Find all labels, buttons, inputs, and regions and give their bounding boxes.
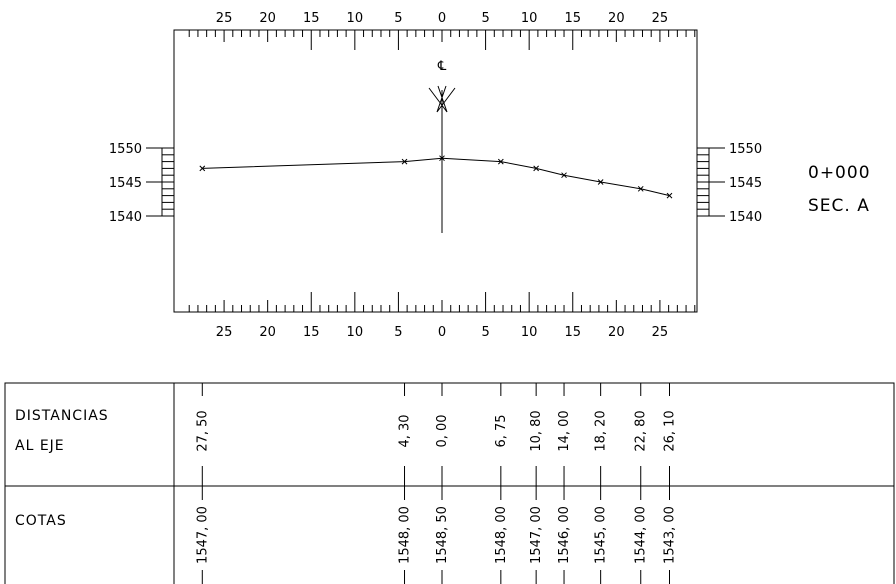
- elevation-tick-labels: 1550 1550 1545 1545 1540 1540: [109, 142, 762, 225]
- profile-point-stroke: [666, 192, 673, 199]
- elevation-value: 1545, 00: [594, 506, 609, 564]
- bottom-distance-tick-label: 10: [521, 325, 538, 340]
- table-column: 26, 10 1543, 00: [663, 383, 678, 584]
- bottom-distance-tick-label: 0: [438, 325, 446, 340]
- elevation-value: 1548, 00: [494, 506, 509, 564]
- distance-rulers: [188, 30, 696, 312]
- top-distance-tick-label: 25: [652, 11, 669, 26]
- centerline-marker: [428, 85, 456, 113]
- elevation-value: 1548, 00: [398, 506, 413, 564]
- bottom-distance-tick-label: 15: [303, 325, 320, 340]
- elevation-value: 1546, 00: [557, 506, 572, 564]
- top-distance-tick-label: 10: [347, 11, 364, 26]
- elevations-row-label: COTAS: [15, 513, 67, 529]
- profile-point-stroke: [533, 165, 539, 172]
- profile-point: [439, 155, 445, 162]
- profile-point: [497, 158, 504, 165]
- distance-value: 6, 75: [494, 414, 509, 447]
- top-distance-tick-label: 20: [259, 11, 276, 26]
- top-distance-tick-label: 15: [303, 11, 320, 26]
- profile-point: [666, 192, 673, 199]
- distance-value: 4, 30: [398, 414, 413, 447]
- elevation-value: 1543, 00: [663, 506, 678, 564]
- right-elevation-tick-label: 1540: [729, 210, 762, 225]
- profile-point-markers: [199, 155, 673, 199]
- top-distance-tick-label: 5: [481, 11, 489, 26]
- distances-row-label-1: DISTANCIAS: [15, 408, 109, 424]
- profile-point: [561, 172, 567, 179]
- top-distance-tick-label: 25: [216, 11, 233, 26]
- left-elevation-tick-label: 1545: [109, 176, 142, 191]
- distance-tick-labels: 25 25 20 20 15 15 10 10 5 5 0 0 5 5 10 10 15 15 20 20 25 25: [216, 11, 668, 340]
- terrain-profile-line: [202, 157, 670, 197]
- elevation-value: 1547, 00: [195, 506, 210, 564]
- bottom-distance-tick-label: 15: [564, 325, 581, 340]
- profile-point-stroke: [199, 165, 206, 172]
- centerline-marker-right: [436, 85, 456, 113]
- left-elevation-tick-label: 1550: [109, 142, 142, 157]
- profile-point: [401, 158, 408, 165]
- bottom-distance-tick-label: 25: [652, 325, 669, 340]
- plot-frame: [173, 29, 698, 313]
- top-distance-tick-label: 15: [564, 11, 581, 26]
- profile-point-stroke: [597, 179, 604, 185]
- profile-point: [597, 179, 604, 185]
- profile-point-stroke: [637, 185, 644, 192]
- distance-value: 26, 10: [663, 410, 678, 451]
- distances-row-label-2: AL EJE: [15, 438, 65, 454]
- right-elevation-tick-label: 1545: [729, 176, 762, 191]
- distance-value: 22, 80: [634, 410, 649, 451]
- bottom-distance-tick-label: 25: [216, 325, 233, 340]
- bottom-distance-tick-label: 10: [347, 325, 364, 340]
- top-distance-tick-label: 5: [394, 11, 402, 26]
- distance-value: 18, 20: [594, 410, 609, 451]
- elevation-value: 1547, 00: [529, 506, 544, 564]
- bottom-distance-tick-label: 5: [394, 325, 402, 340]
- profile-point-stroke: [497, 158, 504, 165]
- distance-value: 10, 80: [529, 410, 544, 451]
- profile-point-stroke: [561, 172, 567, 179]
- right-elevation-tick-label: 1550: [729, 142, 762, 157]
- bottom-distance-tick-label: 5: [481, 325, 489, 340]
- table-columns: 27, 50 1547, 00 4, 30 1548, 00 0, 00 1548, 50…: [195, 383, 678, 584]
- table-column: 27, 50 1547, 00: [195, 383, 210, 584]
- distance-value: 27, 50: [195, 410, 210, 451]
- profile-point: [533, 165, 539, 172]
- elevation-rulers: [146, 147, 725, 217]
- profile-point-stroke: [401, 158, 408, 165]
- top-distance-tick-label: 20: [608, 11, 625, 26]
- distance-elevation-table: DISTANCIAS AL EJE COTAS 27, 50 1547, 00 4,…: [4, 382, 895, 584]
- table-column: 4, 30 1548, 00: [398, 383, 413, 584]
- elevation-value: 1548, 50: [435, 506, 450, 564]
- left-elevation-tick-label: 1540: [109, 210, 142, 225]
- table-column: 6, 75 1548, 00: [494, 383, 509, 584]
- table-column: 18, 20 1545, 00: [594, 383, 609, 584]
- elevation-value: 1544, 00: [634, 506, 649, 564]
- table-column: 0, 00 1548, 50: [435, 383, 450, 584]
- station-label: 0+000: [808, 163, 871, 183]
- top-distance-tick-label: 0: [438, 11, 446, 26]
- centerline-marker-left: [428, 85, 448, 113]
- section-label: SEC. A: [808, 196, 870, 216]
- bottom-distance-tick-label: 20: [259, 325, 276, 340]
- centerline-symbol: ℄: [437, 59, 447, 74]
- profile-point: [637, 185, 644, 192]
- table-column: 10, 80 1547, 00: [529, 383, 544, 584]
- top-distance-tick-label: 10: [521, 11, 538, 26]
- cross-section-plot: 25 25 20 20 15 15 10 10 5 5 0 0 5 5 10 10 15 15 20 20 25 25 15…: [109, 11, 762, 340]
- profile-point-stroke: [439, 155, 445, 162]
- table-column: 22, 80 1544, 00: [634, 383, 649, 584]
- bottom-distance-tick-label: 20: [608, 325, 625, 340]
- distance-value: 14, 00: [557, 410, 572, 451]
- profile-point: [199, 165, 206, 172]
- table-column: 14, 00 1546, 00: [557, 383, 572, 584]
- distance-value: 0, 00: [435, 414, 450, 447]
